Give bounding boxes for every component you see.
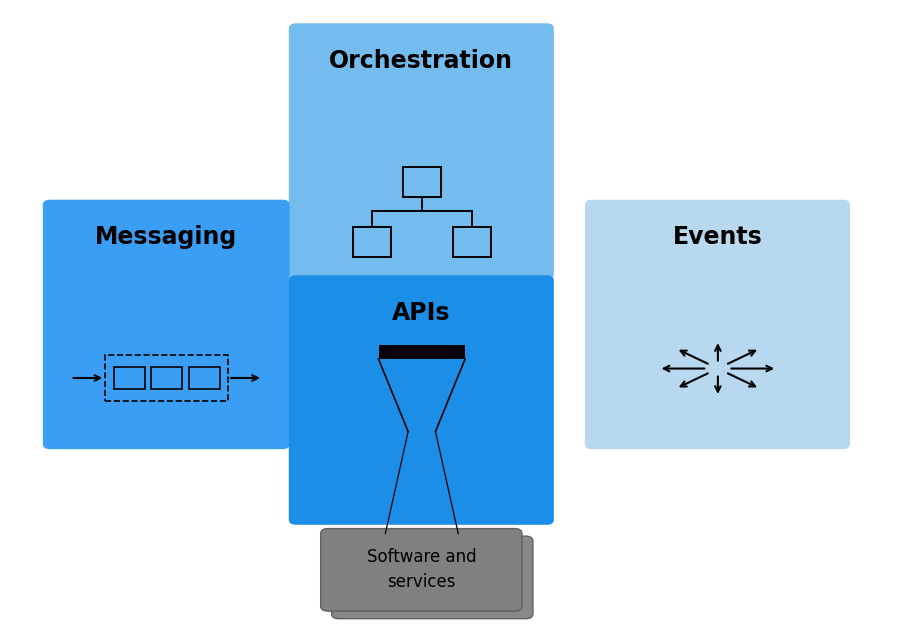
Bar [353,227,391,257]
Bar [453,227,491,257]
Text: Software and
services: Software and services [366,548,476,592]
Bar [403,167,441,197]
Text: Orchestration: Orchestration [330,49,513,72]
FancyBboxPatch shape [289,275,554,525]
Bar [151,367,182,389]
FancyBboxPatch shape [321,529,522,611]
FancyBboxPatch shape [43,200,290,449]
Text: Messaging: Messaging [95,225,238,249]
Bar [379,345,466,359]
Text: APIs: APIs [392,301,451,324]
FancyBboxPatch shape [332,536,533,619]
Bar [105,355,228,401]
Text: Events: Events [672,225,763,249]
FancyBboxPatch shape [585,200,850,449]
Bar [114,367,145,389]
FancyBboxPatch shape [289,23,554,279]
Bar [189,367,220,389]
